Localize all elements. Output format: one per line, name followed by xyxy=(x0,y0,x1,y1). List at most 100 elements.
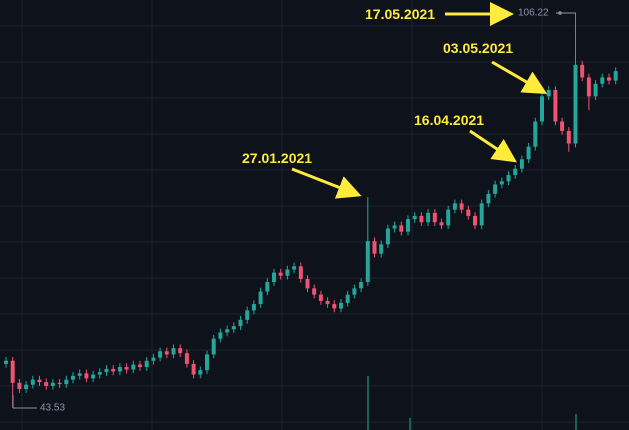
candle-body xyxy=(325,300,330,305)
candle-body xyxy=(332,304,337,309)
annotation: 03.05.2021 xyxy=(443,40,513,56)
candle-body xyxy=(37,379,42,383)
candle-body xyxy=(30,379,35,385)
candle-body xyxy=(607,77,611,81)
candle-body xyxy=(131,364,136,370)
candle-body xyxy=(573,64,578,144)
candle-body xyxy=(580,64,585,78)
candle-body xyxy=(600,77,605,84)
candle-body xyxy=(412,215,417,220)
arrow xyxy=(491,60,548,95)
min-price-label: 43.53 xyxy=(40,403,65,414)
candle-body xyxy=(365,241,370,283)
candle-body xyxy=(97,372,102,375)
candle-body xyxy=(526,146,531,160)
candle-body xyxy=(513,168,518,176)
candle-body xyxy=(71,375,75,380)
candle-body xyxy=(158,351,163,358)
candle-body xyxy=(218,332,223,339)
candle-body xyxy=(144,360,149,368)
candle-body xyxy=(44,382,49,386)
candle-body xyxy=(151,357,156,361)
candle-body xyxy=(399,225,404,232)
candle-body xyxy=(506,175,511,182)
candle-body xyxy=(566,130,571,144)
candle-body xyxy=(164,351,169,355)
candle-body xyxy=(553,90,558,122)
candle-body xyxy=(446,209,451,226)
candle-body xyxy=(124,367,129,370)
candle-body xyxy=(486,193,491,204)
max-price-label: 106.22 xyxy=(518,8,549,19)
candle-body xyxy=(493,184,498,194)
candle-body xyxy=(198,370,203,375)
candle-body xyxy=(392,225,397,229)
candle-body xyxy=(439,222,444,226)
candle-body xyxy=(593,83,598,97)
candle-body xyxy=(406,219,410,232)
candle-body xyxy=(372,241,377,254)
candle-body xyxy=(231,326,236,330)
candle-body xyxy=(24,384,29,390)
candle-body xyxy=(84,373,89,379)
candle-body xyxy=(111,368,116,372)
candle-body xyxy=(359,282,364,289)
candle-body xyxy=(4,360,8,364)
candle-body xyxy=(245,310,250,320)
candle-body xyxy=(586,77,591,97)
candle-body xyxy=(345,294,350,303)
candle-body xyxy=(298,266,303,279)
candle-body xyxy=(265,282,270,292)
annotations xyxy=(291,2,548,199)
annotation: 27.01.2021 xyxy=(242,150,312,166)
candle-body xyxy=(305,278,310,289)
candle-body xyxy=(519,159,524,169)
candle-body xyxy=(318,294,323,301)
candle-body xyxy=(171,348,176,355)
candle-body xyxy=(540,96,544,122)
candle-body xyxy=(560,121,565,131)
candle-body xyxy=(211,338,216,355)
candle-body xyxy=(77,373,82,376)
annotation: 17.05.2021 xyxy=(365,6,435,22)
price-labels: 106.22 43.53 xyxy=(12,8,576,414)
candle-body xyxy=(138,364,142,368)
volume-decoration xyxy=(367,376,577,430)
candle-body xyxy=(613,71,618,81)
candle-body xyxy=(191,363,196,375)
candle-body xyxy=(379,244,384,254)
candle-body xyxy=(292,266,297,270)
candle-body xyxy=(473,215,477,226)
candle-body xyxy=(278,272,283,276)
candle-body xyxy=(57,382,62,385)
candle-body xyxy=(385,228,390,245)
candle-body xyxy=(339,302,343,309)
candle-body xyxy=(258,291,263,305)
candle-body xyxy=(432,212,437,223)
candle-body xyxy=(184,353,189,364)
candle-body xyxy=(452,203,457,210)
candle-body xyxy=(251,304,256,311)
candle-body xyxy=(426,212,431,223)
candle-body xyxy=(91,374,96,379)
candle-body xyxy=(272,272,276,283)
candle-body xyxy=(459,203,464,210)
candle-body xyxy=(50,382,55,386)
candle-body xyxy=(546,90,551,97)
candle-body xyxy=(178,348,183,354)
candle-body xyxy=(419,215,424,223)
candle-body xyxy=(205,354,209,371)
candle-body xyxy=(117,367,122,372)
candle-body xyxy=(352,288,357,295)
candle-body xyxy=(104,368,109,373)
arrow xyxy=(291,167,362,199)
candle-body xyxy=(466,209,471,216)
candle-body xyxy=(285,269,290,276)
candles xyxy=(4,13,618,408)
candle-body xyxy=(312,288,317,295)
candle-body xyxy=(238,319,243,327)
candle-body xyxy=(10,360,15,383)
